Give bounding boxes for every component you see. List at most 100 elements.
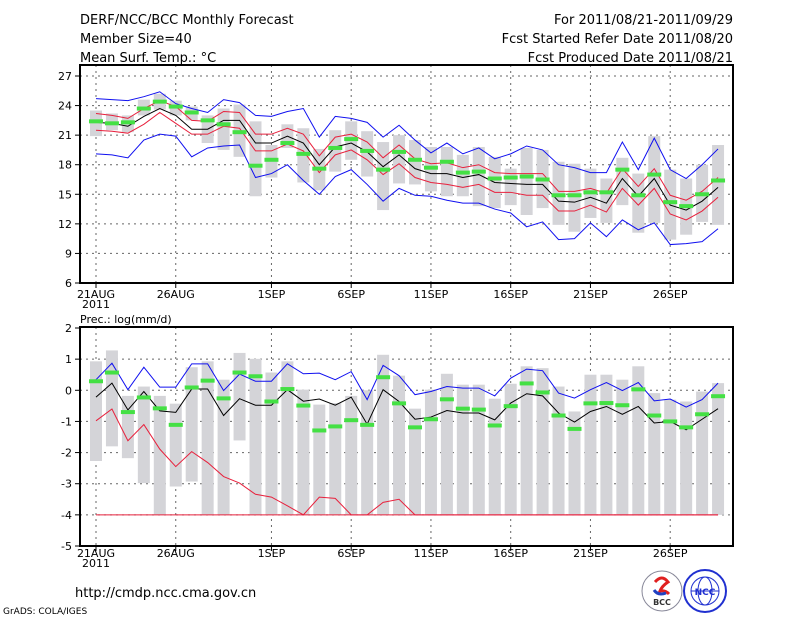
x-tick-label: 26AUG	[157, 288, 195, 301]
ensemble-range-bar	[313, 404, 326, 515]
variable-label: Mean Surf. Temp.: °C	[80, 51, 216, 66]
green-marker	[280, 387, 295, 392]
temperature-panel: 6 9 12 15 18 21 24 27 21AUG 26AUG 1SEP 6SEP 11SEP 16S…	[58, 64, 734, 311]
green-marker	[344, 137, 359, 142]
green-marker	[439, 397, 454, 402]
ensemble-range-bar	[217, 379, 230, 515]
y-tick-label: -2	[61, 447, 72, 460]
green-marker	[376, 167, 391, 172]
green-marker	[679, 204, 694, 209]
green-marker	[583, 190, 598, 195]
green-marker	[152, 99, 167, 104]
ensemble-max-line	[95, 91, 719, 180]
produced-date: Fcst Produced Date 2011/08/21	[528, 51, 733, 66]
ensemble-range-bar	[712, 383, 725, 515]
ensemble-min-line	[95, 133, 719, 246]
green-marker	[408, 425, 422, 430]
ensemble-range-bar	[472, 384, 485, 515]
green-marker	[695, 412, 710, 417]
green-marker	[503, 175, 518, 180]
y-tick-label: 21	[58, 129, 72, 142]
green-marker	[695, 192, 710, 197]
ensemble-range-bar	[137, 386, 150, 484]
ensemble-range-bar	[568, 411, 581, 515]
source-url: http://cmdp.ncc.cma.gov.cn	[75, 586, 256, 601]
spread-upper-line	[95, 100, 719, 201]
ensemble-range-bar	[440, 146, 453, 197]
ensemble-range-bar	[520, 147, 533, 215]
ensemble-range-bar	[345, 395, 358, 515]
ensemble-range-bar	[169, 403, 182, 487]
green-marker	[599, 401, 614, 406]
ensemble-range-bar	[153, 395, 166, 515]
ensemble-range-bar	[377, 354, 390, 515]
ensemble-range-bar	[361, 390, 374, 515]
green-marker	[312, 166, 327, 171]
y-tick-label: 18	[58, 159, 72, 172]
member-size: Member Size=40	[80, 32, 192, 47]
green-marker	[184, 385, 199, 390]
green-marker	[152, 406, 167, 411]
bcc-logo-text: BCC	[653, 598, 671, 607]
ensemble-range-bar	[456, 154, 469, 197]
green-marker	[200, 118, 215, 123]
ensemble-range-bar	[520, 366, 533, 515]
y-tick-label: 15	[58, 188, 72, 201]
x-tick-label: 21SEP	[573, 547, 608, 560]
ensemble-range-bar	[664, 399, 677, 515]
x-tick-label: 16SEP	[493, 547, 528, 560]
green-marker	[328, 145, 343, 150]
green-marker	[264, 399, 279, 404]
green-marker	[168, 104, 183, 109]
green-marker	[184, 110, 199, 115]
ensemble-range-bar	[377, 142, 390, 211]
green-marker	[455, 170, 470, 175]
green-marker	[104, 370, 119, 375]
ensemble-range-bar	[552, 386, 565, 515]
green-marker	[663, 200, 678, 205]
ensemble-range-bar	[217, 108, 230, 150]
ensemble-range-bar	[281, 361, 294, 515]
green-marker	[360, 148, 375, 153]
green-marker	[376, 375, 391, 380]
ensemble-range-bar	[632, 173, 645, 233]
figure-title: DERF/NCC/BCC Monthly Forecast	[80, 13, 294, 28]
x-tick-label: 21AUG	[77, 547, 115, 560]
ensemble-min-line	[95, 408, 719, 516]
green-marker	[551, 413, 566, 418]
ensemble-range-bar	[297, 389, 310, 515]
ensemble-range-bar	[648, 393, 661, 515]
green-marker	[408, 157, 422, 162]
ensemble-range-bar	[185, 367, 198, 482]
x-tick-label: 26AUG	[157, 547, 195, 560]
y-tick-label: 12	[58, 218, 72, 231]
green-marker	[471, 169, 486, 174]
ncc-logo-text: NCC	[695, 588, 716, 598]
y-tick-label: -1	[61, 415, 72, 428]
ensemble-range-bar	[648, 136, 661, 223]
x-tick-label: 6SEP	[337, 547, 365, 560]
y-tick-label: 0	[65, 384, 72, 397]
green-marker	[392, 149, 407, 154]
green-marker	[679, 425, 694, 430]
green-marker	[120, 410, 135, 415]
green-marker	[248, 374, 263, 379]
grads-credit: GrADS: COLA/IGES	[3, 607, 87, 617]
ensemble-range-bar	[393, 135, 406, 184]
green-marker	[328, 424, 343, 429]
green-marker	[519, 174, 534, 179]
ensemble-range-bar	[712, 145, 725, 225]
precip-panel-title: Prec.: log(mm/d)	[80, 313, 172, 326]
precipitation-panel: -5 -4 -3 -2 -1 0 1 2 21AUG 26AUG 1SEP 6SEP 11SEP 16SE…	[61, 322, 734, 570]
forecast-period: For 2011/08/21-2011/09/29	[554, 13, 733, 28]
ensemble-range-bar	[472, 146, 485, 207]
green-marker	[487, 423, 502, 428]
green-marker	[232, 130, 247, 135]
green-marker	[296, 151, 311, 156]
ensemble-range-bar	[568, 163, 581, 232]
green-marker	[392, 401, 407, 406]
ensemble-range-bar	[201, 361, 214, 515]
green-marker	[519, 381, 534, 386]
green-marker	[535, 390, 550, 395]
